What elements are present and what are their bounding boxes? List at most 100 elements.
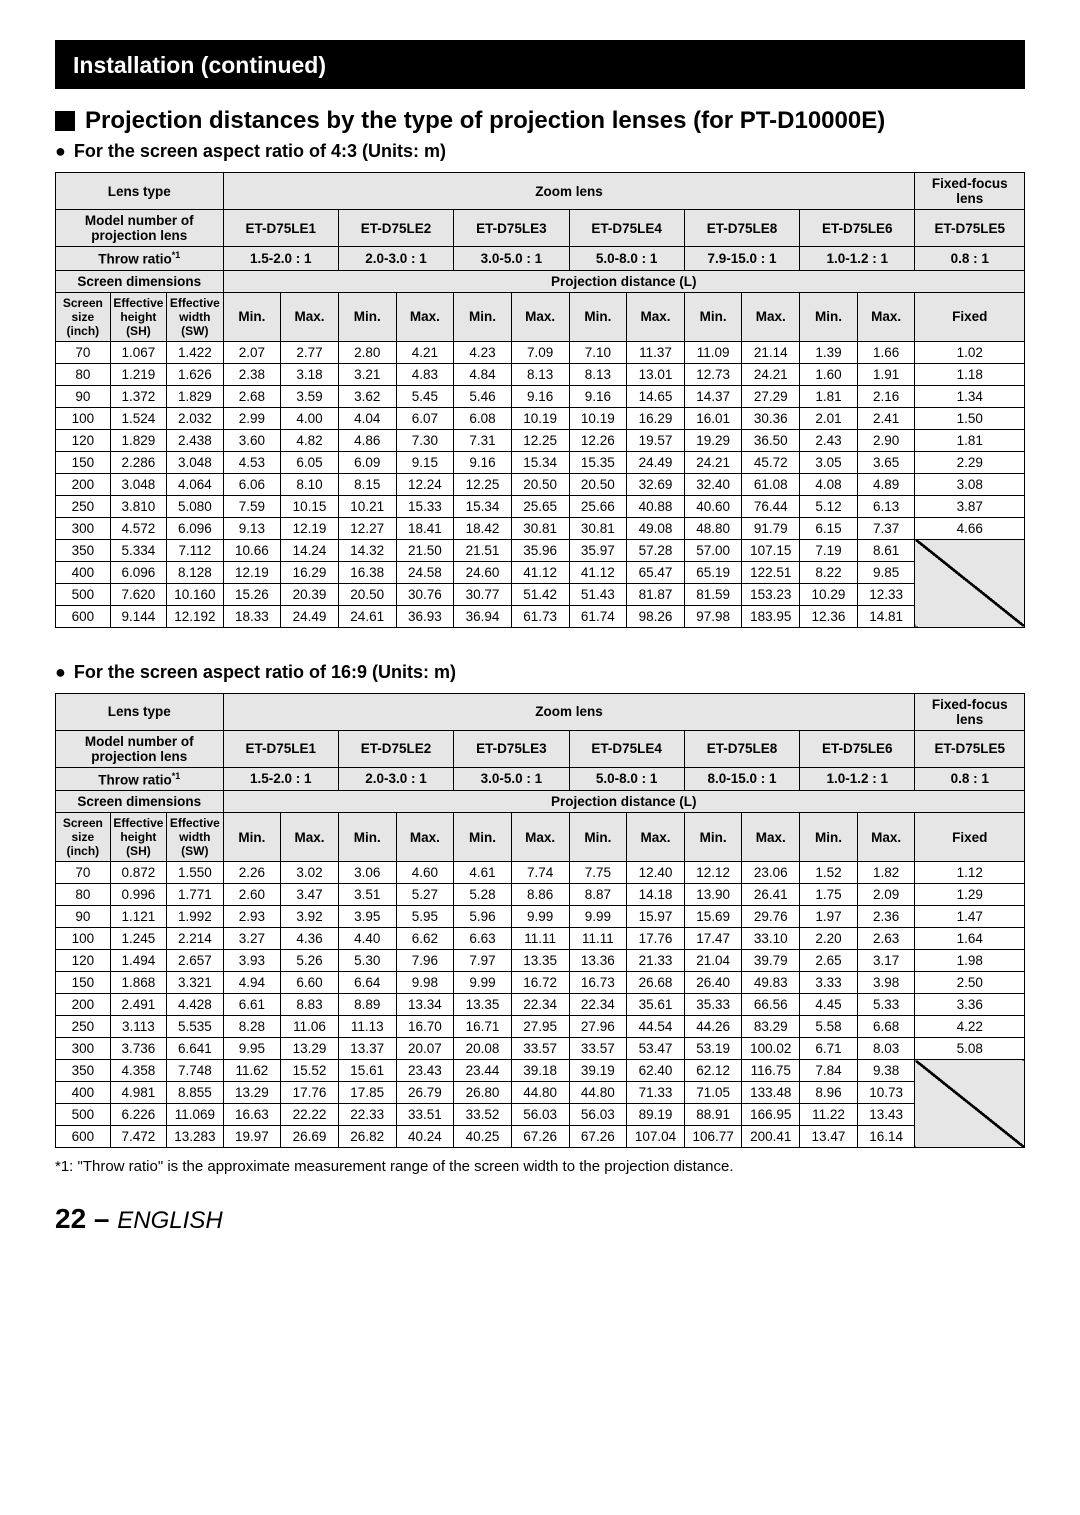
table-cell: 2.16 bbox=[857, 385, 915, 407]
table-cell: 61.73 bbox=[511, 605, 569, 627]
max-header: Max. bbox=[396, 813, 454, 862]
table-cell: 1.829 bbox=[167, 385, 223, 407]
table-cell: 6.08 bbox=[454, 407, 512, 429]
screen-size-header: Screensize(inch) bbox=[56, 292, 111, 341]
table-cell: 9.16 bbox=[569, 385, 627, 407]
table-cell: 80 bbox=[56, 884, 111, 906]
table-cell: 10.19 bbox=[511, 407, 569, 429]
table-cell: 4.83 bbox=[396, 363, 454, 385]
table-cell: 26.40 bbox=[684, 972, 742, 994]
lens-model-header: ET-D75LE8 bbox=[684, 730, 799, 767]
table-cell: 4.66 bbox=[915, 517, 1025, 539]
table-cell: 49.08 bbox=[627, 517, 685, 539]
throw-ratio-value: 8.0-15.0 : 1 bbox=[684, 767, 799, 791]
table-cell: 15.61 bbox=[338, 1060, 396, 1082]
table-cell: 8.10 bbox=[281, 473, 339, 495]
lens-model-header: ET-D75LE3 bbox=[454, 730, 569, 767]
table-cell: 13.34 bbox=[396, 994, 454, 1016]
table-cell: 22.34 bbox=[569, 994, 627, 1016]
table-cell: 7.748 bbox=[167, 1060, 223, 1082]
table-cell: 11.09 bbox=[684, 341, 742, 363]
table-cell: 1.829 bbox=[110, 429, 166, 451]
table-cell: 21.50 bbox=[396, 539, 454, 561]
throw-ratio-value: 3.0-5.0 : 1 bbox=[454, 767, 569, 791]
table-cell: 133.48 bbox=[742, 1082, 800, 1104]
table-cell: 29.76 bbox=[742, 906, 800, 928]
table-cell: 5.08 bbox=[915, 1038, 1025, 1060]
table-cell: 13.35 bbox=[454, 994, 512, 1016]
table-cell: 13.29 bbox=[223, 1082, 281, 1104]
table-cell: 39.19 bbox=[569, 1060, 627, 1082]
table-cell: 30.81 bbox=[511, 517, 569, 539]
table-cell: 76.44 bbox=[742, 495, 800, 517]
table-cell: 7.30 bbox=[396, 429, 454, 451]
table-cell: 2.60 bbox=[223, 884, 281, 906]
min-header: Min. bbox=[338, 813, 396, 862]
table-cell: 6.68 bbox=[857, 1016, 915, 1038]
table-cell: 1.524 bbox=[110, 407, 166, 429]
throw-ratio-value: 5.0-8.0 : 1 bbox=[569, 767, 684, 791]
table-cell: 12.19 bbox=[281, 517, 339, 539]
table-cell: 7.19 bbox=[800, 539, 858, 561]
table-cell: 62.12 bbox=[684, 1060, 742, 1082]
table-cell: 16.29 bbox=[281, 561, 339, 583]
table-cell: 107.04 bbox=[627, 1126, 685, 1148]
throw-ratio-value: 7.9-15.0 : 1 bbox=[684, 247, 799, 271]
table-cell: 20.50 bbox=[338, 583, 396, 605]
table-cell: 5.12 bbox=[800, 495, 858, 517]
throw-ratio-value: 1.0-1.2 : 1 bbox=[800, 247, 915, 271]
table-cell: 7.75 bbox=[569, 862, 627, 884]
page-lang: ENGLISH bbox=[117, 1207, 222, 1234]
table-cell: 12.27 bbox=[338, 517, 396, 539]
table-cell: 24.49 bbox=[281, 605, 339, 627]
table-cell: 24.49 bbox=[627, 451, 685, 473]
square-icon bbox=[55, 111, 75, 131]
table-cell: 20.50 bbox=[569, 473, 627, 495]
table-cell: 35.97 bbox=[569, 539, 627, 561]
lens-type-header: Lens type bbox=[56, 693, 224, 730]
table-cell: 4.981 bbox=[110, 1082, 166, 1104]
table-cell: 7.96 bbox=[396, 950, 454, 972]
table-cell: 1.219 bbox=[110, 363, 166, 385]
table-cell: 1.02 bbox=[915, 341, 1025, 363]
table-cell: 13.36 bbox=[569, 950, 627, 972]
table-cell: 1.121 bbox=[110, 906, 166, 928]
table-cell: 13.37 bbox=[338, 1038, 396, 1060]
table-cell: 23.06 bbox=[742, 862, 800, 884]
table-cell: 3.810 bbox=[110, 495, 166, 517]
table-cell: 3.62 bbox=[338, 385, 396, 407]
table-cell: 250 bbox=[56, 1016, 111, 1038]
table-cell: 13.47 bbox=[800, 1126, 858, 1148]
table-cell: 1.422 bbox=[167, 341, 223, 363]
table-cell: 2.20 bbox=[800, 928, 858, 950]
table-cell: 5.45 bbox=[396, 385, 454, 407]
table-cell: 20.08 bbox=[454, 1038, 512, 1060]
table-cell: 44.80 bbox=[569, 1082, 627, 1104]
table-cell: 33.57 bbox=[569, 1038, 627, 1060]
max-header: Max. bbox=[742, 813, 800, 862]
table-cell: 8.89 bbox=[338, 994, 396, 1016]
table-cell: 2.657 bbox=[167, 950, 223, 972]
table-cell: 3.95 bbox=[338, 906, 396, 928]
table-cell: 44.26 bbox=[684, 1016, 742, 1038]
table-cell: 5.334 bbox=[110, 539, 166, 561]
table-cell: 4.36 bbox=[281, 928, 339, 950]
table-cell: 6.71 bbox=[800, 1038, 858, 1060]
table-cell: 6.15 bbox=[800, 517, 858, 539]
table-cell: 80 bbox=[56, 363, 111, 385]
table-cell: 3.02 bbox=[281, 862, 339, 884]
page-banner: Installation (continued) bbox=[55, 40, 1025, 89]
table-cell: 1.91 bbox=[857, 363, 915, 385]
max-header: Max. bbox=[742, 292, 800, 341]
table-cell: 120 bbox=[56, 950, 111, 972]
table-cell: 20.50 bbox=[511, 473, 569, 495]
table-cell: 16.72 bbox=[511, 972, 569, 994]
throw-ratio-value: 5.0-8.0 : 1 bbox=[569, 247, 684, 271]
table-cell: 8.15 bbox=[338, 473, 396, 495]
table-cell: 4.064 bbox=[167, 473, 223, 495]
table-cell: 7.84 bbox=[800, 1060, 858, 1082]
table-cell: 18.42 bbox=[454, 517, 512, 539]
table-cell: 8.28 bbox=[223, 1016, 281, 1038]
throw-ratio-value: 0.8 : 1 bbox=[915, 247, 1025, 271]
lens-model-header: ET-D75LE6 bbox=[800, 210, 915, 247]
